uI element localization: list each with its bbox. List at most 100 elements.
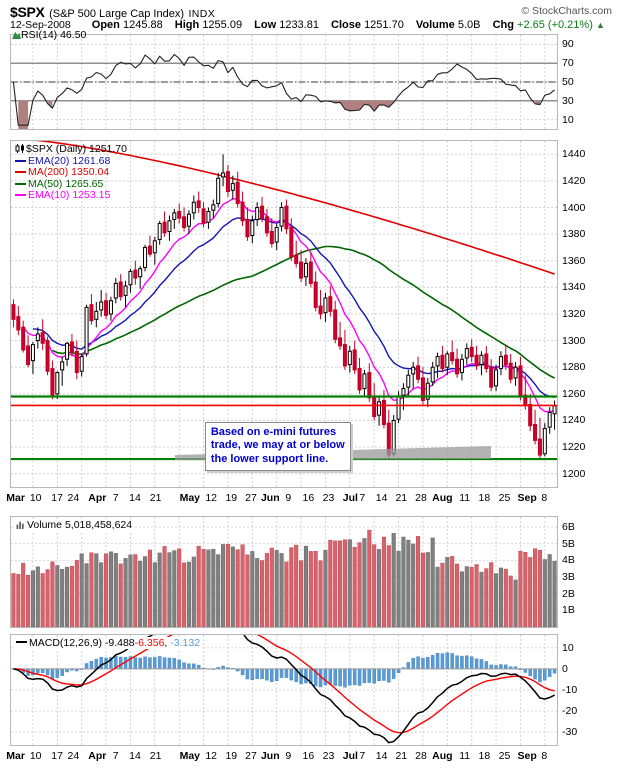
annotation-note: Based on e-mini futures trade, we may at… xyxy=(204,421,351,472)
date-tick: 21 xyxy=(395,492,408,504)
date-tick: 27 xyxy=(245,492,257,504)
volume-bars-icon xyxy=(16,521,24,529)
macd-tick: 0 xyxy=(562,662,568,675)
price-tick: 1420 xyxy=(562,174,586,187)
low-value: 1233.81 xyxy=(279,19,319,31)
date-tick: Sep xyxy=(517,492,537,504)
rsi-y-axis: 90 70 50 30 10 xyxy=(558,34,620,130)
quote-line: 12-Sep-2008 Open 1245.88 High 1255.09 Lo… xyxy=(10,19,605,31)
price-tick: 1280 xyxy=(562,361,586,374)
legend-label: $SPX (Daily) 1251.70 xyxy=(26,143,127,155)
stockcharts-brand: © StockCharts.com xyxy=(521,5,612,17)
chg-label: Chg xyxy=(492,19,514,31)
date-tick: 17 xyxy=(51,750,63,762)
date-tick: 10 xyxy=(29,750,42,762)
price-legend-row: EMA(20) 1261.68 xyxy=(15,155,127,168)
legend-swatch xyxy=(15,171,26,174)
macd-tick: -30 xyxy=(562,726,578,739)
date-tick: 9 xyxy=(285,750,292,762)
date-tick: 17 xyxy=(51,492,63,504)
open-value: 1245.88 xyxy=(122,19,163,31)
legend-swatch xyxy=(15,194,26,197)
date-tick: Mar xyxy=(6,492,25,504)
date-tick: Apr xyxy=(88,492,107,504)
date-tick: 11 xyxy=(459,750,471,762)
date-tick: 9 xyxy=(285,492,292,504)
date-tick: Apr xyxy=(88,750,107,762)
date-axis-top: Mar 10 17 24 Apr 7 14 21 May 12 19 27 Jun 9 16 23 Jul 7 14… xyxy=(6,492,558,508)
macd-legend: MACD(12,26,9) -9.488-6.356, -3.132 xyxy=(14,637,203,649)
price-tick: 1400 xyxy=(562,201,586,214)
price-tick: 1360 xyxy=(562,254,586,267)
annotation-line-2: trade, we may at or below xyxy=(210,439,345,452)
price-legend-row: MA(50) 1265.65 xyxy=(15,178,127,191)
date-tick: 25 xyxy=(498,492,511,504)
symbol-line: $SPX (S&P 500 Large Cap Index) INDX xyxy=(10,4,215,22)
date-tick: Mar xyxy=(6,750,25,762)
rsi-tick: 10 xyxy=(562,113,574,126)
date-tick: Sep xyxy=(517,750,537,762)
rsi-panel xyxy=(10,34,558,130)
close-value: 1251.70 xyxy=(364,19,404,31)
date-tick: 14 xyxy=(129,492,141,504)
volume-tick: 1B xyxy=(562,604,575,617)
open-label: Open xyxy=(91,19,120,31)
macd-plot xyxy=(11,635,557,745)
date-tick: 16 xyxy=(302,750,315,762)
date-tick: Jul xyxy=(342,750,358,762)
legend-label: EMA(10) 1253.15 xyxy=(28,189,111,202)
date-tick: 23 xyxy=(322,492,335,504)
date-tick: 16 xyxy=(302,492,315,504)
rsi-tick: 90 xyxy=(562,38,574,51)
volume-legend: Volume 5,018,458,624 xyxy=(14,519,135,531)
volume-legend-text: Volume 5,018,458,624 xyxy=(27,519,133,531)
date-tick: 7 xyxy=(112,492,119,504)
volume-tick: 5B xyxy=(562,537,575,550)
high-label: High xyxy=(174,19,200,31)
macd-line-icon xyxy=(16,641,27,643)
rsi-plot xyxy=(11,35,557,129)
date-tick: 21 xyxy=(149,492,162,504)
date-tick: 19 xyxy=(225,492,238,504)
date-tick: 14 xyxy=(375,492,388,504)
date-tick: Aug xyxy=(432,492,453,504)
date-tick: 8 xyxy=(541,492,548,504)
date-tick: 24 xyxy=(67,492,80,504)
symbol-ticker: $SPX xyxy=(10,4,45,20)
annotation-line-1: Based on e-mini futures xyxy=(210,425,337,438)
macd-panel: MACD(12,26,9) -9.488-6.356, -3.132 xyxy=(10,634,558,746)
macd-signal-value: -6.356 xyxy=(134,637,165,649)
date-tick: 14 xyxy=(375,750,388,762)
legend-label: MA(200) 1350.04 xyxy=(28,166,110,179)
date-tick: May xyxy=(179,750,201,762)
legend-swatch xyxy=(15,182,26,185)
volume-value: 5.0B xyxy=(457,19,481,31)
close-label: Close xyxy=(331,19,361,31)
price-legend-row: EMA(10) 1253.15 xyxy=(15,190,127,202)
date-tick: 18 xyxy=(478,492,491,504)
price-legend: $SPX (Daily) 1251.70 EMA(20) 1261.68 MA(20… xyxy=(15,143,127,202)
volume-tick: 3B xyxy=(562,571,575,583)
price-legend-row: MA(200) 1350.04 xyxy=(15,166,127,179)
rsi-tick: 70 xyxy=(562,57,574,70)
date-tick: 27 xyxy=(245,750,257,762)
date-tick: 18 xyxy=(478,750,491,762)
volume-plot xyxy=(11,517,557,627)
price-tick: 1440 xyxy=(562,148,586,161)
price-tick: 1300 xyxy=(562,334,586,347)
legend-swatch xyxy=(15,159,26,162)
date-tick: 19 xyxy=(225,750,238,762)
price-tick: 1200 xyxy=(562,467,586,480)
volume-label: Volume xyxy=(415,19,455,31)
date-axis-bottom: Mar 10 17 24 Apr 7 14 21 May 12 19 27 Jun 9 16 23 Jul 7 14… xyxy=(6,750,558,766)
symbol-description: (S&P 500 Large Cap Index) xyxy=(49,8,185,20)
volume-tick: 2B xyxy=(562,587,575,600)
date-tick: 14 xyxy=(129,750,141,762)
price-tick: 1320 xyxy=(562,308,586,320)
chg-value: +2.65 (+0.21%) xyxy=(517,19,593,31)
macd-tick: -10 xyxy=(562,684,578,696)
chg-up-arrow-icon: ▲ xyxy=(595,20,605,30)
date-tick: 23 xyxy=(322,750,335,762)
date-tick: Jul xyxy=(342,492,358,504)
macd-tick: 10 xyxy=(562,641,574,654)
